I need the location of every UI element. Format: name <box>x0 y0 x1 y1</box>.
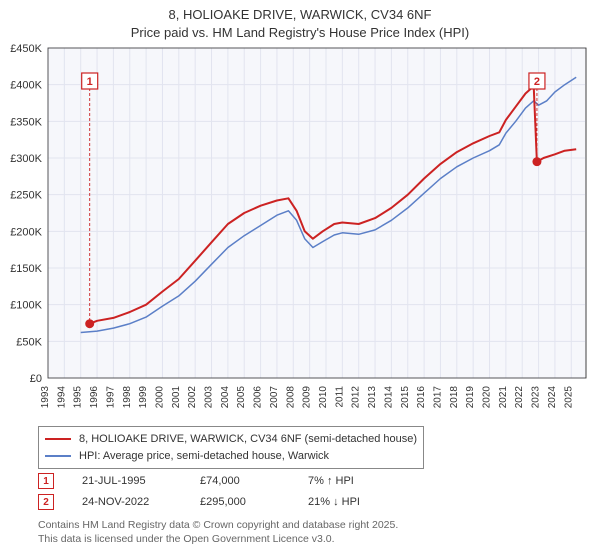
svg-text:2: 2 <box>534 76 540 88</box>
svg-text:1998: 1998 <box>122 386 133 409</box>
svg-text:1997: 1997 <box>105 386 116 409</box>
svg-text:£400K: £400K <box>10 80 42 92</box>
legend: 8, HOLIOAKE DRIVE, WARWICK, CV34 6NF (se… <box>38 426 424 469</box>
legend-swatch-property <box>45 438 71 440</box>
svg-text:£100K: £100K <box>10 300 42 312</box>
event-delta-1: 7% ↑ HPI <box>308 471 354 492</box>
svg-text:2003: 2003 <box>204 386 215 409</box>
svg-text:2012: 2012 <box>351 386 362 409</box>
event-marker-2: 2 <box>38 494 54 510</box>
svg-text:1995: 1995 <box>73 386 84 409</box>
event-date-2: 24-NOV-2022 <box>82 492 172 513</box>
svg-text:2024: 2024 <box>547 386 558 409</box>
svg-text:2000: 2000 <box>154 386 165 409</box>
chart: £0 £50K £100K £150K £200K £250K £300K £350K £400… <box>0 42 600 420</box>
chart-svg: £0 £50K £100K £150K £200K £250K £300K £350K £400… <box>0 42 600 420</box>
svg-text:2019: 2019 <box>465 386 476 409</box>
svg-text:2018: 2018 <box>449 386 460 409</box>
legend-row-hpi: HPI: Average price, semi-detached house,… <box>45 448 417 465</box>
svg-text:£350K: £350K <box>10 116 42 128</box>
svg-text:1994: 1994 <box>56 386 67 409</box>
title-line-1: 8, HOLIOAKE DRIVE, WARWICK, CV34 6NF <box>0 6 600 24</box>
svg-text:£450K: £450K <box>10 43 42 55</box>
svg-text:2006: 2006 <box>253 386 264 409</box>
chart-title: 8, HOLIOAKE DRIVE, WARWICK, CV34 6NF Pri… <box>0 0 600 41</box>
svg-text:2013: 2013 <box>367 386 378 409</box>
svg-text:2004: 2004 <box>220 386 231 409</box>
svg-text:2001: 2001 <box>171 386 182 409</box>
svg-text:2021: 2021 <box>498 386 509 409</box>
svg-text:1993: 1993 <box>40 386 51 409</box>
event-row-2: 2 24-NOV-2022 £295,000 21% ↓ HPI <box>38 492 360 513</box>
legend-row-property: 8, HOLIOAKE DRIVE, WARWICK, CV34 6NF (se… <box>45 431 417 448</box>
event-price-1: £74,000 <box>200 471 280 492</box>
event-price-2: £295,000 <box>200 492 280 513</box>
svg-text:2022: 2022 <box>514 386 525 409</box>
svg-text:2010: 2010 <box>318 386 329 409</box>
svg-text:2008: 2008 <box>285 386 296 409</box>
svg-text:1999: 1999 <box>138 386 149 409</box>
legend-label-hpi: HPI: Average price, semi-detached house,… <box>79 448 329 465</box>
svg-text:2025: 2025 <box>563 386 574 409</box>
svg-text:£0: £0 <box>30 373 42 385</box>
footer: Contains HM Land Registry data © Crown c… <box>38 518 398 546</box>
svg-text:£250K: £250K <box>10 190 42 202</box>
svg-text:2015: 2015 <box>400 386 411 409</box>
svg-text:£150K: £150K <box>10 263 42 275</box>
svg-text:2014: 2014 <box>383 386 394 409</box>
svg-text:2023: 2023 <box>531 386 542 409</box>
svg-text:£50K: £50K <box>16 336 42 348</box>
svg-text:2020: 2020 <box>482 386 493 409</box>
svg-text:2009: 2009 <box>302 386 313 409</box>
event-delta-2: 21% ↓ HPI <box>308 492 360 513</box>
svg-text:1: 1 <box>87 76 93 88</box>
footer-line-2: This data is licensed under the Open Gov… <box>38 532 398 546</box>
svg-text:2007: 2007 <box>269 386 280 409</box>
event-marker-1: 1 <box>38 473 54 489</box>
svg-text:2005: 2005 <box>236 386 247 409</box>
footer-line-1: Contains HM Land Registry data © Crown c… <box>38 518 398 532</box>
event-date-1: 21-JUL-1995 <box>82 471 172 492</box>
title-line-2: Price paid vs. HM Land Registry's House … <box>0 24 600 42</box>
svg-text:£300K: £300K <box>10 153 42 165</box>
svg-text:1996: 1996 <box>89 386 100 409</box>
event-table: 1 21-JUL-1995 £74,000 7% ↑ HPI 2 24-NOV-… <box>38 471 360 513</box>
event-row-1: 1 21-JUL-1995 £74,000 7% ↑ HPI <box>38 471 360 492</box>
svg-text:2016: 2016 <box>416 386 427 409</box>
svg-text:2017: 2017 <box>432 386 443 409</box>
svg-text:2002: 2002 <box>187 386 198 409</box>
legend-label-property: 8, HOLIOAKE DRIVE, WARWICK, CV34 6NF (se… <box>79 431 417 448</box>
legend-swatch-hpi <box>45 455 71 457</box>
svg-text:£200K: £200K <box>10 226 42 238</box>
svg-text:2011: 2011 <box>334 386 345 408</box>
